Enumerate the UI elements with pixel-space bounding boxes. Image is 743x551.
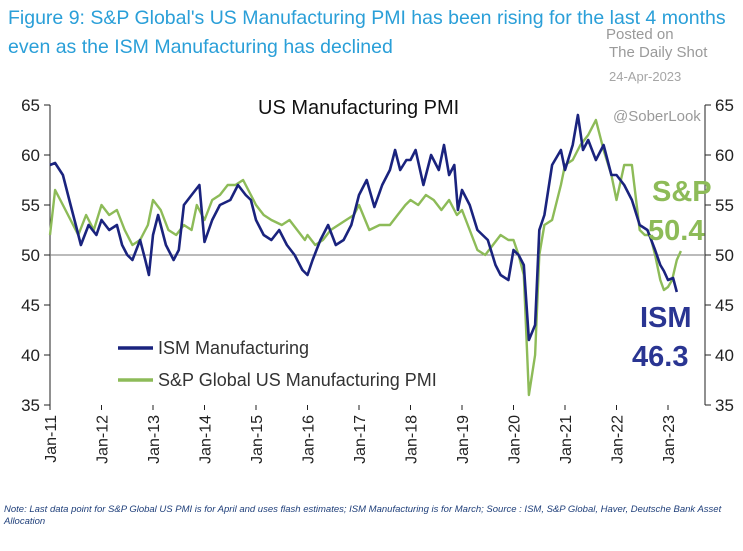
y-tick-label-right: 45 <box>715 296 734 315</box>
series-sp-line <box>48 118 682 397</box>
y-tick-label-left: 65 <box>21 96 40 115</box>
x-tick-label: Jan-21 <box>558 415 575 464</box>
x-tick-label: Jan-14 <box>198 415 215 464</box>
x-tick-label: Jan-20 <box>507 415 524 464</box>
y-tick-label-right: 40 <box>715 346 734 365</box>
y-tick-label-right: 50 <box>715 246 734 265</box>
ism-annotation-value: 46.3 <box>632 341 688 373</box>
x-tick-label: Jan-13 <box>146 415 163 464</box>
watermark-handle: @SoberLook <box>613 108 701 125</box>
y-tick-label-left: 50 <box>21 246 40 265</box>
x-tick-label: Jan-16 <box>301 415 318 464</box>
x-tick-label: Jan-23 <box>661 415 678 464</box>
y-tick-label-left: 40 <box>21 346 40 365</box>
x-tick-label: Jan-18 <box>404 415 421 464</box>
y-tick-label-left: 55 <box>21 196 40 215</box>
series-ism-line <box>49 113 679 342</box>
y-tick-label-right: 60 <box>715 146 734 165</box>
sp-annotation-value: 50.4 <box>648 215 704 247</box>
y-tick-label-left: 60 <box>21 146 40 165</box>
ism-annotation-label: ISM <box>640 302 692 334</box>
chart-title: US Manufacturing PMI <box>258 97 459 119</box>
y-tick-label-right: 35 <box>715 396 734 415</box>
figure-title: Figure 9: S&P Global's US Manufacturing … <box>8 7 726 58</box>
watermark-date: 24-Apr-2023 <box>609 69 682 84</box>
legend-label-sp: S&P Global US Manufacturing PMI <box>158 370 437 390</box>
footnote: Note: Last data point for S&P Global US … <box>4 504 722 527</box>
pmi-line-chart: US Manufacturing PMI 35 35 40 40 45 45 50 50 55 5… <box>21 96 734 464</box>
x-tick-label: Jan-12 <box>95 415 112 464</box>
x-tick-label: Jan-11 <box>43 415 60 463</box>
y-tick-label-left: 35 <box>21 396 40 415</box>
watermark-source: The Daily Shot <box>609 44 708 61</box>
y-tick-label-right: 65 <box>715 96 734 115</box>
legend-label-ism: ISM Manufacturing <box>158 338 309 358</box>
x-tick-label: Jan-17 <box>352 415 369 464</box>
x-tick-label: Jan-15 <box>249 415 266 464</box>
x-tick-label: Jan-22 <box>610 415 627 464</box>
y-tick-label-left: 45 <box>21 296 40 315</box>
sp-annotation-label: S&P <box>652 176 712 208</box>
y-tick-label-right: 55 <box>715 196 734 215</box>
watermark-posted-on: Posted on <box>606 26 674 43</box>
x-tick-label: Jan-19 <box>455 415 472 464</box>
